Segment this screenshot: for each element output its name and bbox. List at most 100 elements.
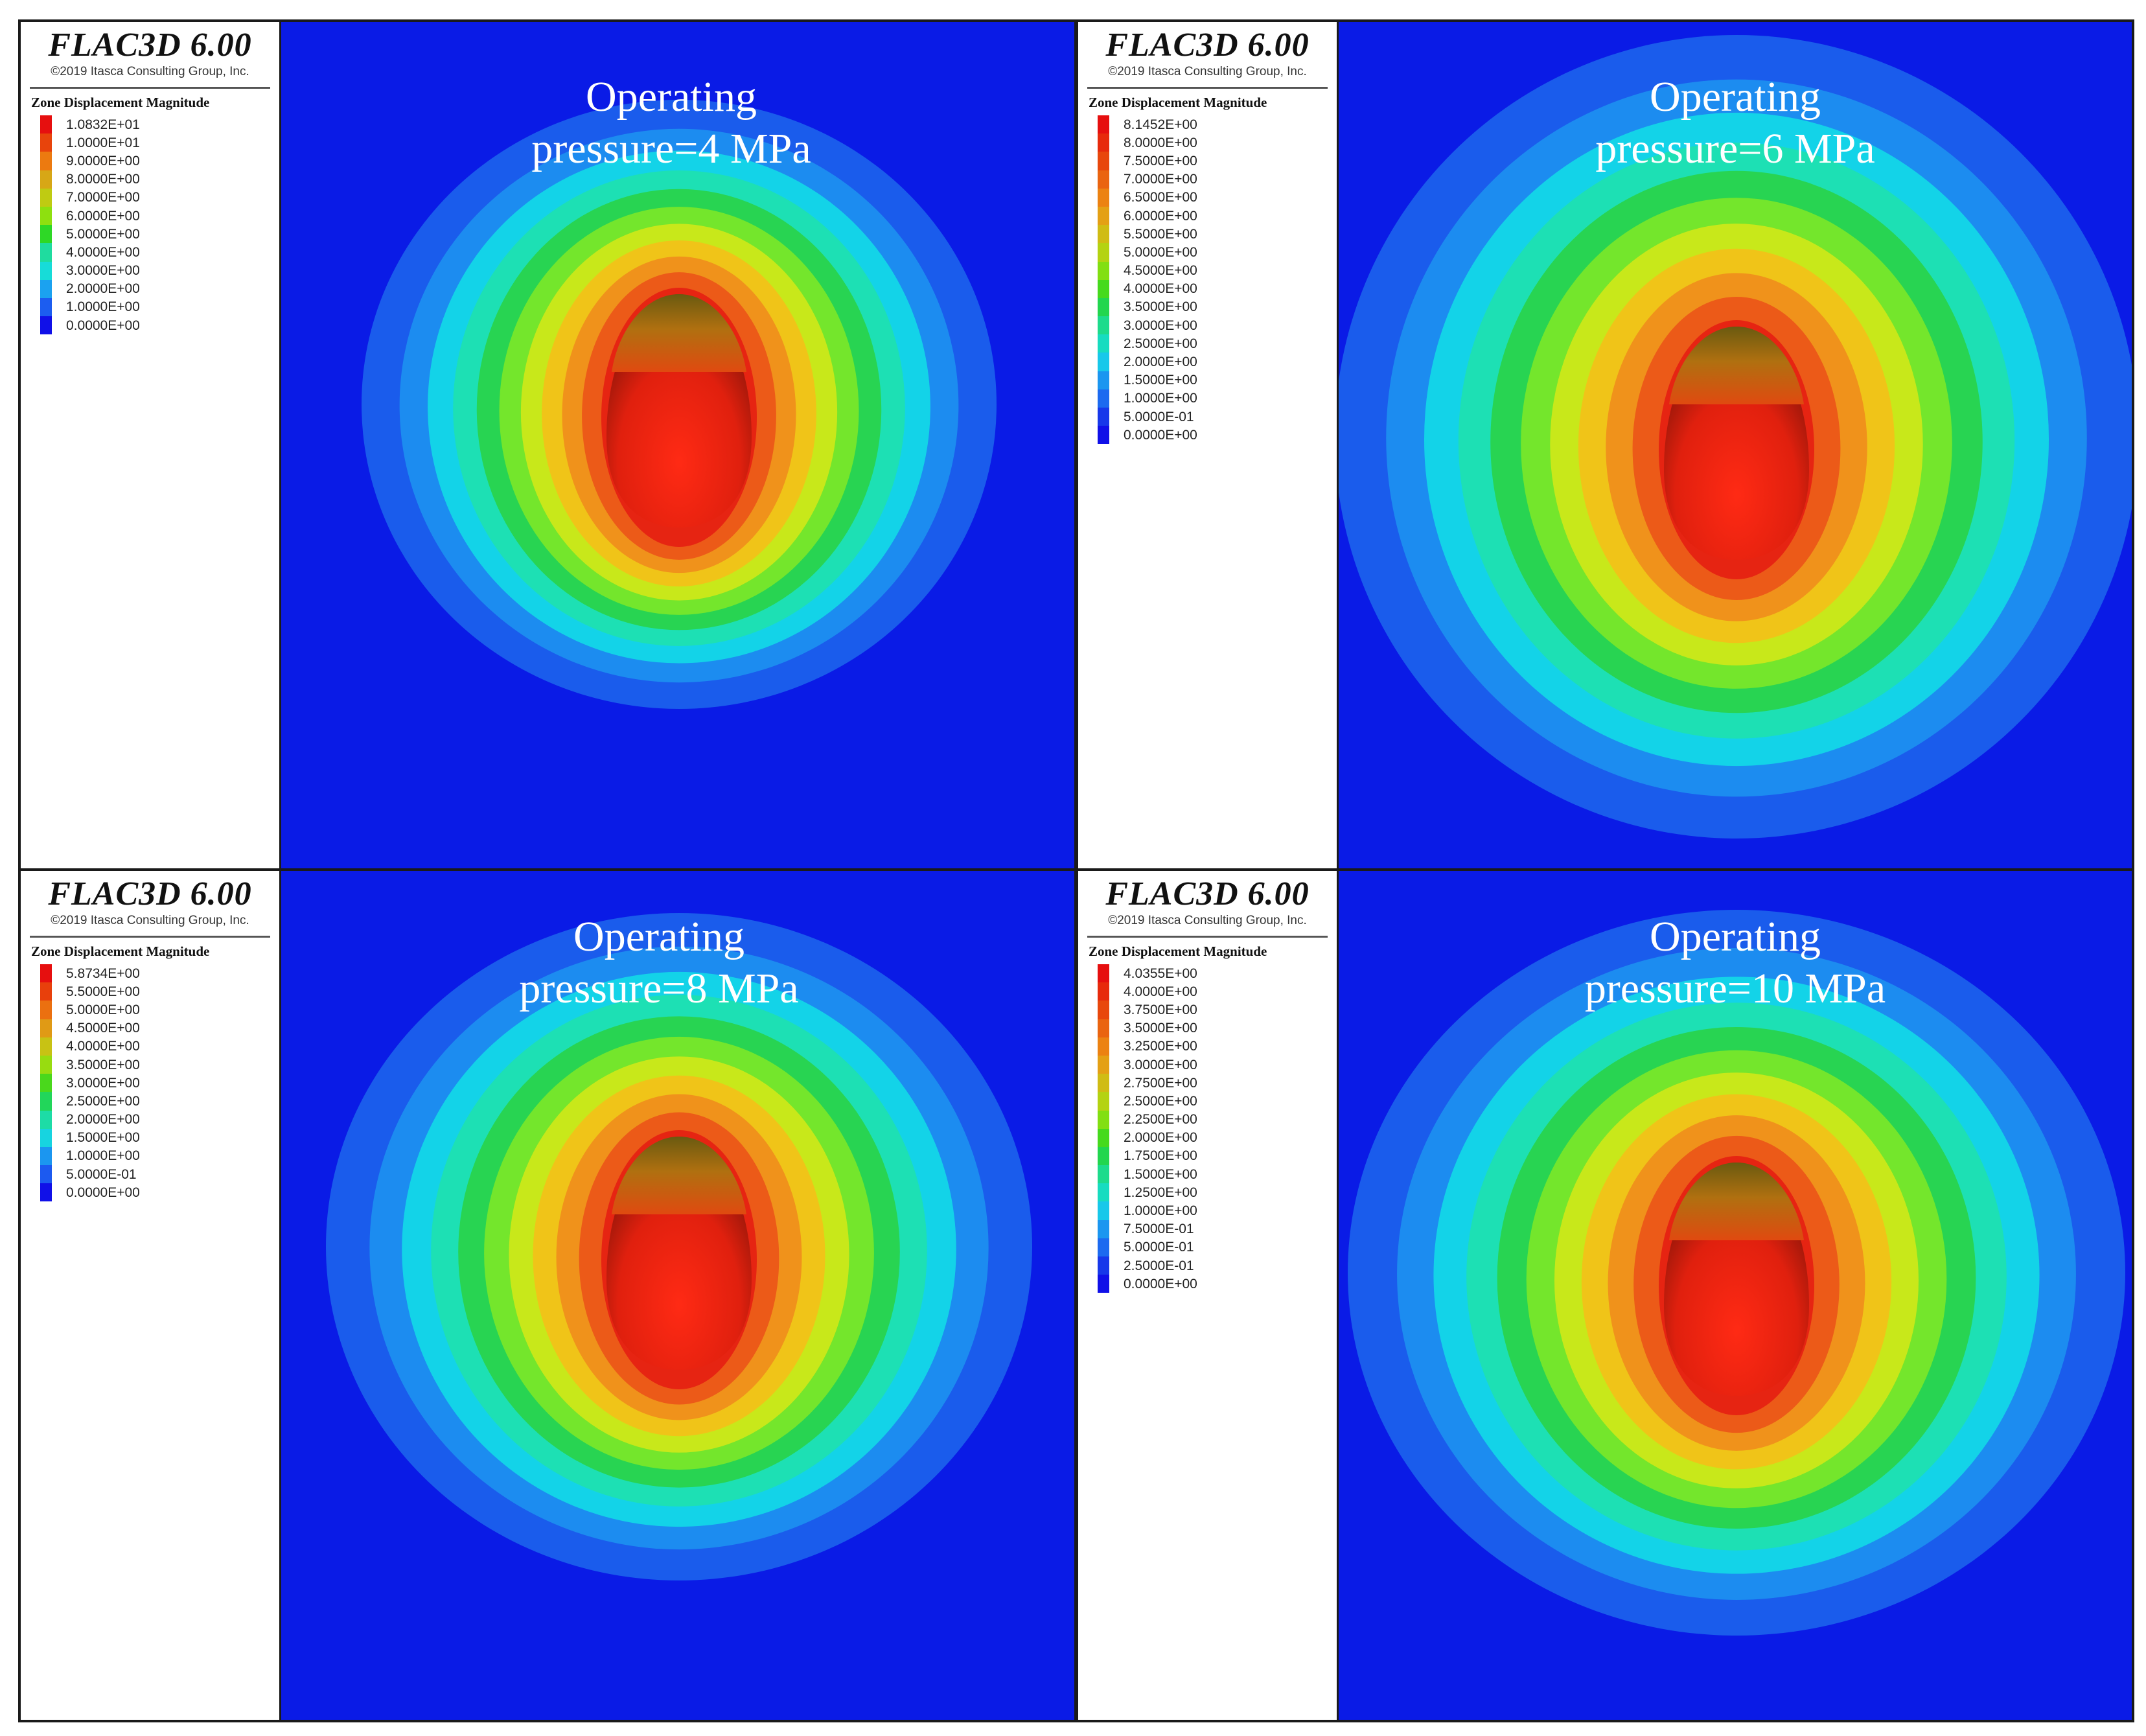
legend-divider xyxy=(30,87,270,89)
legend-value: 8.1452E+00 xyxy=(1124,117,1197,132)
legend-entry: 1.0000E+00 xyxy=(40,1146,140,1166)
legend-swatch xyxy=(40,152,52,170)
legend-swatch xyxy=(1098,1074,1109,1093)
legend-swatch xyxy=(1098,279,1109,298)
legend-value: 4.0000E+00 xyxy=(66,1039,140,1054)
legend-entry: 3.5000E+00 xyxy=(1098,297,1197,317)
legend-value: 3.0000E+00 xyxy=(1124,1057,1197,1072)
legend-swatch xyxy=(1098,316,1109,335)
caption-line-1: Operating xyxy=(573,913,744,960)
legend-value: 7.0000E+00 xyxy=(66,190,140,205)
legend-swatch xyxy=(40,316,52,335)
contour-plot: Operating pressure=4 MPa xyxy=(281,22,1074,868)
legend-entry: 3.5000E+00 xyxy=(1098,1019,1197,1037)
legend-swatch xyxy=(1098,426,1109,445)
legend-entry: 4.0000E+00 xyxy=(40,1037,140,1056)
operating-pressure-caption: Operating pressure=6 MPa xyxy=(1339,71,2132,175)
legend-entry: 3.0000E+00 xyxy=(40,261,140,280)
legend-value: 9.0000E+00 xyxy=(66,153,140,168)
legend-divider xyxy=(30,936,270,938)
legend-swatch xyxy=(1098,1055,1109,1074)
operating-pressure-caption: Operating pressure=10 MPa xyxy=(1339,911,2132,1015)
legend-value: 2.0000E+00 xyxy=(1124,354,1197,370)
legend-entry: 4.0355E+00 xyxy=(1098,964,1197,983)
legend-value: 2.5000E-01 xyxy=(1124,1258,1194,1273)
legend-value: 8.0000E+00 xyxy=(1124,135,1197,150)
cavity-roof xyxy=(1669,327,1804,404)
legend-swatch xyxy=(40,170,52,189)
legend-entry: 1.0000E+00 xyxy=(1098,1201,1197,1220)
legend-value: 3.5000E+00 xyxy=(66,1057,140,1072)
legend-swatch xyxy=(1098,1183,1109,1202)
legend-swatch xyxy=(40,964,52,983)
legend-swatch xyxy=(40,982,52,1001)
legend-swatch xyxy=(1098,371,1109,389)
legend-swatch xyxy=(1098,408,1109,426)
legend-value: 4.0000E+00 xyxy=(1124,281,1197,297)
legend-entry: 2.0000E+00 xyxy=(1098,1128,1197,1147)
legend-entry: 5.0000E-01 xyxy=(1098,1238,1197,1256)
software-brand: FLAC3D 6.00 xyxy=(48,875,252,912)
legend-swatch xyxy=(40,261,52,280)
legend-value: 3.0000E+00 xyxy=(66,263,140,279)
legend-value: 2.0000E+00 xyxy=(66,281,140,297)
legend-entry: 2.0000E+00 xyxy=(40,279,140,298)
legend-list: 8.1452E+00 8.0000E+00 7.5000E+00 7.0000E+00… xyxy=(1098,115,1197,445)
legend-entry: 5.5000E+00 xyxy=(40,982,140,1001)
legend-value: 4.5000E+00 xyxy=(66,1021,140,1036)
legend-value: 1.2500E+00 xyxy=(1124,1185,1197,1200)
copyright-text: ©2019 Itasca Consulting Group, Inc. xyxy=(51,65,249,78)
legend-entry: 1.5000E+00 xyxy=(40,1128,140,1147)
legend-value: 0.0000E+00 xyxy=(66,1185,140,1200)
legend-swatch xyxy=(40,297,52,317)
legend-value: 4.0000E+00 xyxy=(66,244,140,260)
legend-panel: FLAC3D 6.00 ©2019 Itasca Consulting Grou… xyxy=(21,871,281,1720)
legend-swatch xyxy=(1098,1110,1109,1129)
legend-entry: 8.0000E+00 xyxy=(1098,133,1197,152)
legend-value: 5.0000E-01 xyxy=(66,1166,137,1182)
legend-value: 6.0000E+00 xyxy=(1124,208,1197,224)
legend-value: 2.5000E+00 xyxy=(1124,1093,1197,1109)
legend-entry: 2.7500E+00 xyxy=(1098,1074,1197,1093)
legend-swatch xyxy=(40,1055,52,1074)
legend-swatch xyxy=(40,1092,52,1111)
legend-entry: 7.0000E+00 xyxy=(40,188,140,207)
cavity-roof xyxy=(612,294,746,372)
legend-entry: 1.0000E+00 xyxy=(40,297,140,317)
legend-value: 8.0000E+00 xyxy=(66,172,140,187)
legend-swatch xyxy=(1098,1037,1109,1056)
legend-swatch xyxy=(40,1165,52,1184)
legend-entry: 1.7500E+00 xyxy=(1098,1146,1197,1166)
legend-swatch xyxy=(1098,188,1109,207)
legend-title: Zone Displacement Magnitude xyxy=(31,95,210,110)
panel-pressure-10: FLAC3D 6.00 ©2019 Itasca Consulting Grou… xyxy=(1076,868,2134,1722)
legend-swatch xyxy=(1098,1238,1109,1256)
legend-entry: 1.0832E+01 xyxy=(40,115,140,134)
legend-value: 3.5000E+00 xyxy=(1124,1021,1197,1036)
contour-plot: Operating pressure=6 MPa xyxy=(1339,22,2132,868)
legend-swatch xyxy=(1098,1128,1109,1147)
contour-svg xyxy=(281,871,1074,1720)
software-brand: FLAC3D 6.00 xyxy=(48,27,252,64)
legend-entry: 1.0000E+00 xyxy=(1098,389,1197,408)
legend-value: 2.5000E+00 xyxy=(66,1093,140,1109)
legend-entry: 1.0000E+01 xyxy=(40,133,140,152)
legend-entry: 3.0000E+00 xyxy=(1098,316,1197,335)
legend-swatch xyxy=(1098,1275,1109,1293)
legend-swatch xyxy=(1098,964,1109,983)
legend-swatch xyxy=(1098,152,1109,170)
legend-value: 2.0000E+00 xyxy=(66,1112,140,1128)
legend-value: 1.0000E+00 xyxy=(1124,391,1197,406)
legend-entry: 7.5000E+00 xyxy=(1098,152,1197,170)
legend-value: 6.5000E+00 xyxy=(1124,190,1197,205)
legend-entry: 6.0000E+00 xyxy=(40,206,140,226)
legend-entry: 0.0000E+00 xyxy=(1098,426,1197,445)
legend-entry: 7.5000E-01 xyxy=(1098,1220,1197,1238)
legend-entry: 5.0000E+00 xyxy=(1098,243,1197,262)
legend-value: 2.2500E+00 xyxy=(1124,1112,1197,1128)
legend-entry: 2.5000E+00 xyxy=(1098,1092,1197,1111)
legend-entry: 2.5000E+00 xyxy=(1098,334,1197,353)
legend-value: 5.0000E+00 xyxy=(66,226,140,242)
legend-value: 1.0000E+00 xyxy=(66,299,140,315)
legend-swatch xyxy=(1098,1165,1109,1184)
